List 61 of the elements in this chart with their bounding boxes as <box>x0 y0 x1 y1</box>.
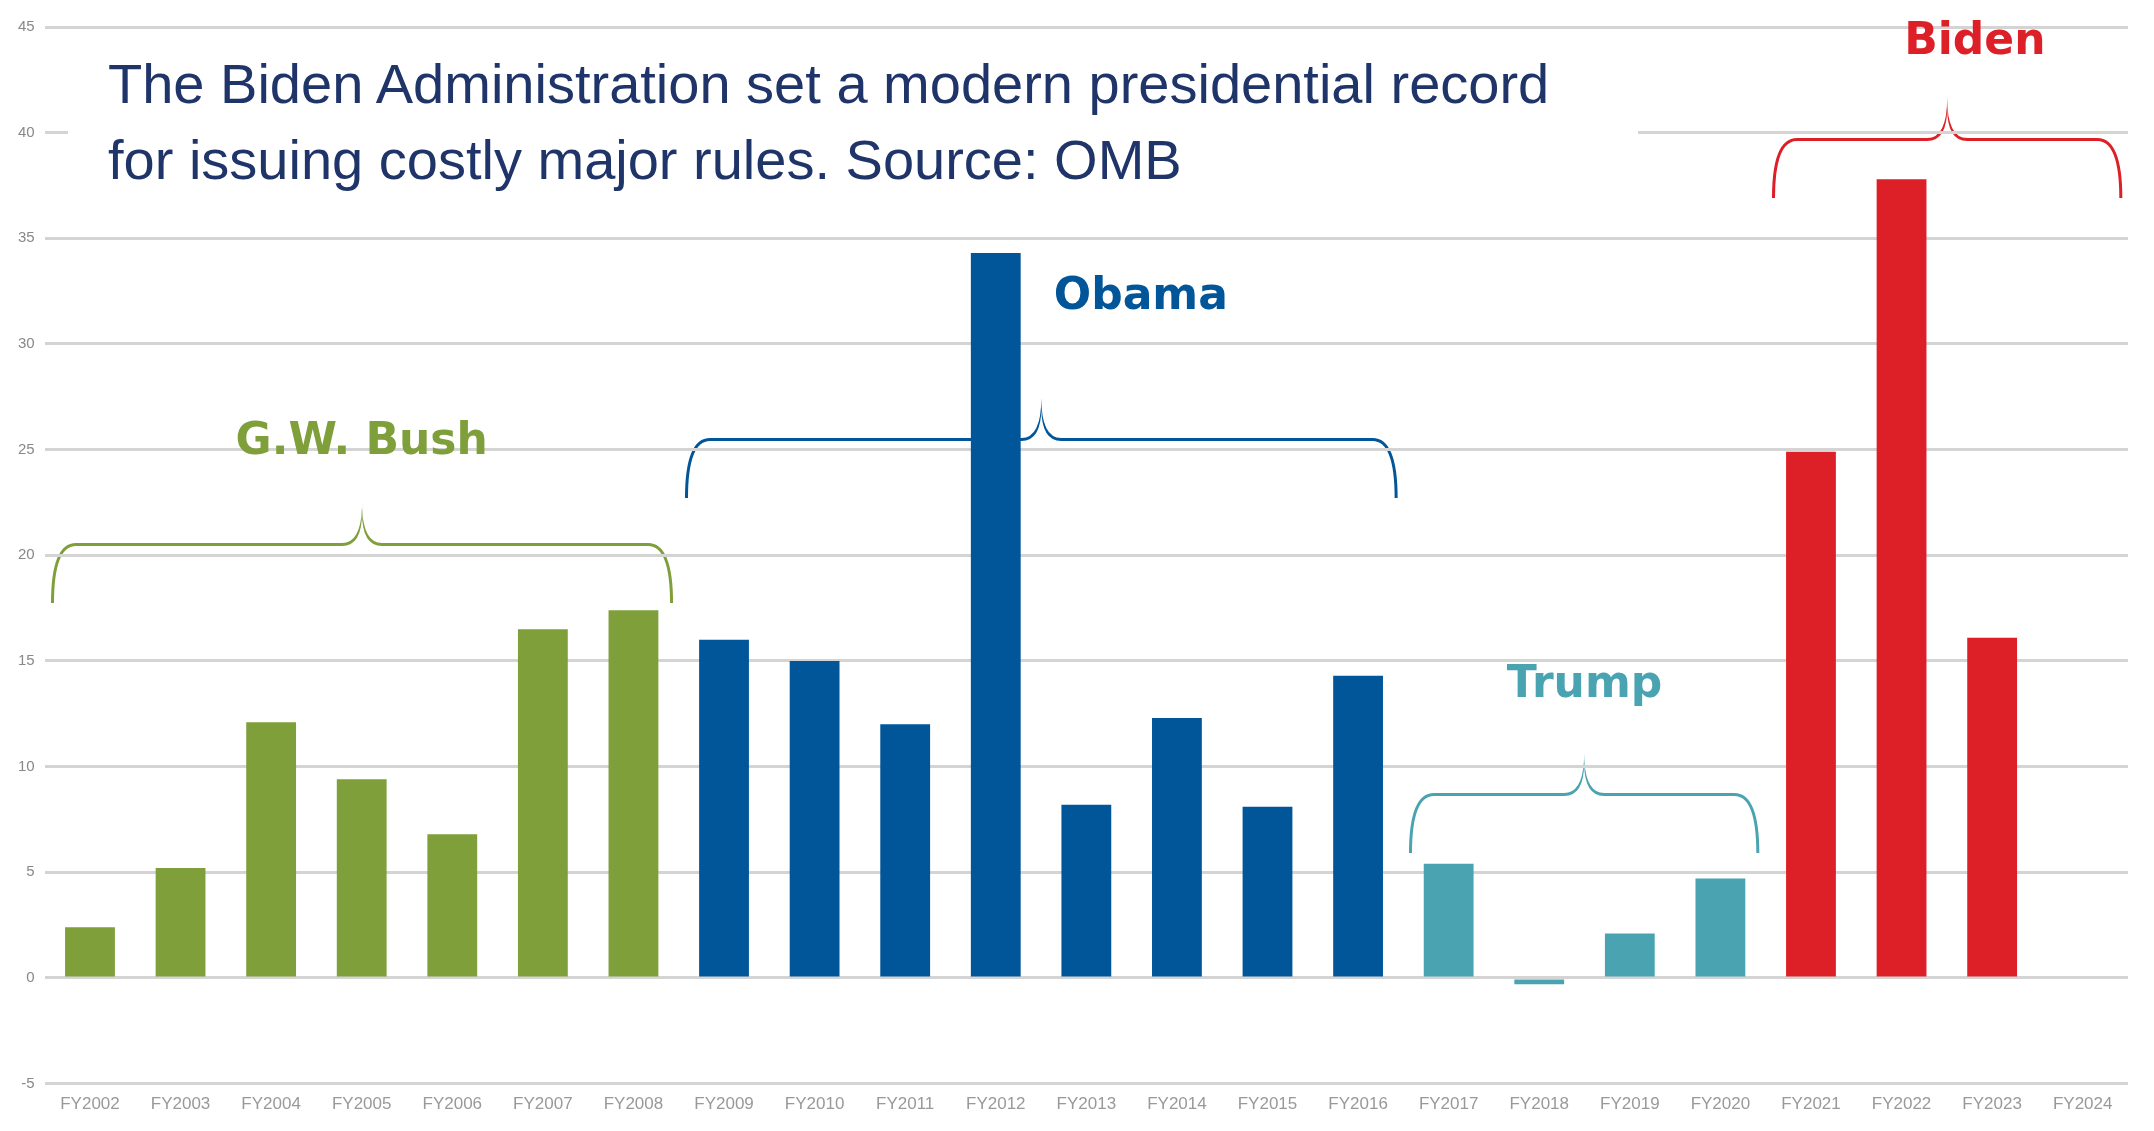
y-tick-label: 30 <box>18 334 35 352</box>
x-tick-label: FY2023 <box>1962 1094 2022 1114</box>
bar <box>1604 933 1655 977</box>
bar <box>1152 718 1202 977</box>
x-tick-label: FY2020 <box>1690 1094 1751 1114</box>
y-tick-label: 0 <box>26 968 35 986</box>
bar <box>1423 863 1474 977</box>
x-tick-label: FY2024 <box>2052 1094 2113 1114</box>
x-tick-label: FY2002 <box>60 1094 120 1114</box>
annotation: Biden <box>1903 13 2047 64</box>
y-tick-label: 20 <box>18 545 35 563</box>
bar <box>246 722 297 977</box>
annotation: Obama <box>1052 268 1229 319</box>
bar <box>608 610 659 977</box>
x-tick-label: FY2004 <box>241 1094 301 1114</box>
bar <box>65 927 115 977</box>
x-tick-label: FY2011 <box>876 1094 935 1114</box>
bar <box>699 639 749 977</box>
y-tick-label: 25 <box>18 439 35 457</box>
x-tick-label: FY2012 <box>965 1094 1026 1114</box>
x-tick-label: FY2021 <box>1781 1094 1841 1114</box>
x-tick-label: FY2018 <box>1509 1094 1570 1114</box>
x-tick-label: FY2010 <box>784 1094 845 1114</box>
x-tick-label: FY2003 <box>150 1094 211 1114</box>
bar <box>1514 979 1565 985</box>
bar <box>427 834 478 977</box>
x-tick-label: FY2014 <box>1147 1094 1207 1114</box>
bar <box>1967 637 2018 977</box>
y-tick-label: 5 <box>26 862 35 880</box>
x-tick-label: FY2022 <box>1871 1094 1932 1114</box>
y-tick-label: 10 <box>18 756 35 774</box>
x-tick-label: FY2009 <box>694 1094 754 1114</box>
bar <box>1061 804 1112 977</box>
x-tick-label: FY2006 <box>422 1094 483 1114</box>
x-tick-label: FY2008 <box>603 1094 664 1114</box>
annotation: G.W. Bush <box>234 413 489 464</box>
bar <box>789 660 840 977</box>
bar <box>1242 806 1293 977</box>
text: The Biden Administration set a modern presidential record for issuing costly major rules. Source: OMB <box>68 38 1638 206</box>
y-tick-label: 40 <box>18 122 35 140</box>
bar <box>970 253 1021 977</box>
bar <box>880 724 931 977</box>
x-tick-label: FY2017 <box>1418 1094 1479 1114</box>
x-tick-label: FY2016 <box>1328 1094 1388 1114</box>
x-tick-label: FY2015 <box>1237 1094 1298 1114</box>
bar <box>336 779 387 977</box>
bar <box>1333 675 1383 977</box>
x-tick-label: FY2007 <box>513 1094 573 1114</box>
x-tick-label: FY2005 <box>331 1094 392 1114</box>
y-tick-label: 15 <box>18 651 35 669</box>
bar <box>517 629 568 977</box>
bar <box>1876 179 1927 977</box>
x-tick-label: FY2019 <box>1600 1094 1660 1114</box>
x-tick-label: FY2013 <box>1056 1094 1117 1114</box>
y-tick-label: 45 <box>18 17 35 35</box>
y-tick-label: 35 <box>18 228 35 246</box>
bar <box>1695 878 1746 977</box>
y-tick-label: -5 <box>21 1073 35 1091</box>
annotation: Trump <box>1505 656 1664 707</box>
bar <box>155 868 206 977</box>
bar <box>1786 451 1836 977</box>
